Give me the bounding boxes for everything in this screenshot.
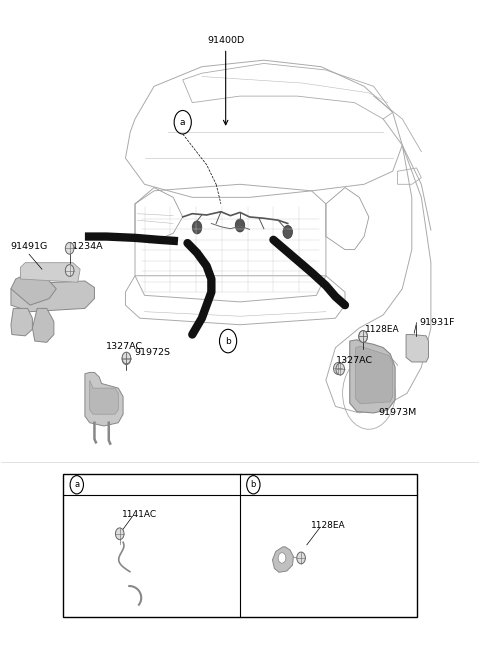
Polygon shape: [90, 380, 118, 414]
Polygon shape: [21, 262, 80, 282]
Text: 91972S: 91972S: [134, 348, 170, 358]
Text: 1327AC: 1327AC: [336, 356, 372, 365]
Circle shape: [278, 553, 286, 563]
Text: b: b: [225, 337, 231, 346]
Circle shape: [122, 352, 131, 364]
Text: 1327AC: 1327AC: [106, 342, 143, 351]
Polygon shape: [11, 281, 95, 312]
Text: 1128EA: 1128EA: [311, 521, 346, 530]
Text: 1141AC: 1141AC: [122, 510, 157, 519]
Circle shape: [65, 243, 74, 254]
Circle shape: [283, 226, 292, 239]
Text: 91400D: 91400D: [207, 36, 244, 45]
Polygon shape: [85, 373, 123, 426]
Polygon shape: [356, 346, 393, 404]
Circle shape: [334, 363, 342, 375]
Circle shape: [65, 264, 74, 276]
Polygon shape: [11, 308, 33, 336]
Text: 91234A: 91234A: [67, 242, 103, 251]
Polygon shape: [406, 335, 429, 362]
Text: 91931F: 91931F: [419, 318, 455, 327]
Polygon shape: [350, 340, 395, 413]
Text: 1128EA: 1128EA: [365, 325, 400, 334]
Circle shape: [122, 353, 131, 365]
Circle shape: [336, 363, 345, 375]
Circle shape: [359, 331, 367, 342]
Circle shape: [359, 331, 367, 342]
Text: 91491G: 91491G: [11, 242, 48, 251]
Polygon shape: [273, 547, 293, 572]
Text: b: b: [251, 480, 256, 489]
Bar: [63, 474, 417, 617]
Polygon shape: [33, 308, 54, 342]
Circle shape: [297, 552, 305, 564]
Circle shape: [116, 528, 124, 540]
Circle shape: [235, 219, 245, 232]
Text: 91973M: 91973M: [378, 409, 417, 417]
Text: a: a: [74, 480, 79, 489]
Text: a: a: [180, 117, 185, 127]
Circle shape: [192, 221, 202, 234]
Polygon shape: [11, 272, 56, 305]
